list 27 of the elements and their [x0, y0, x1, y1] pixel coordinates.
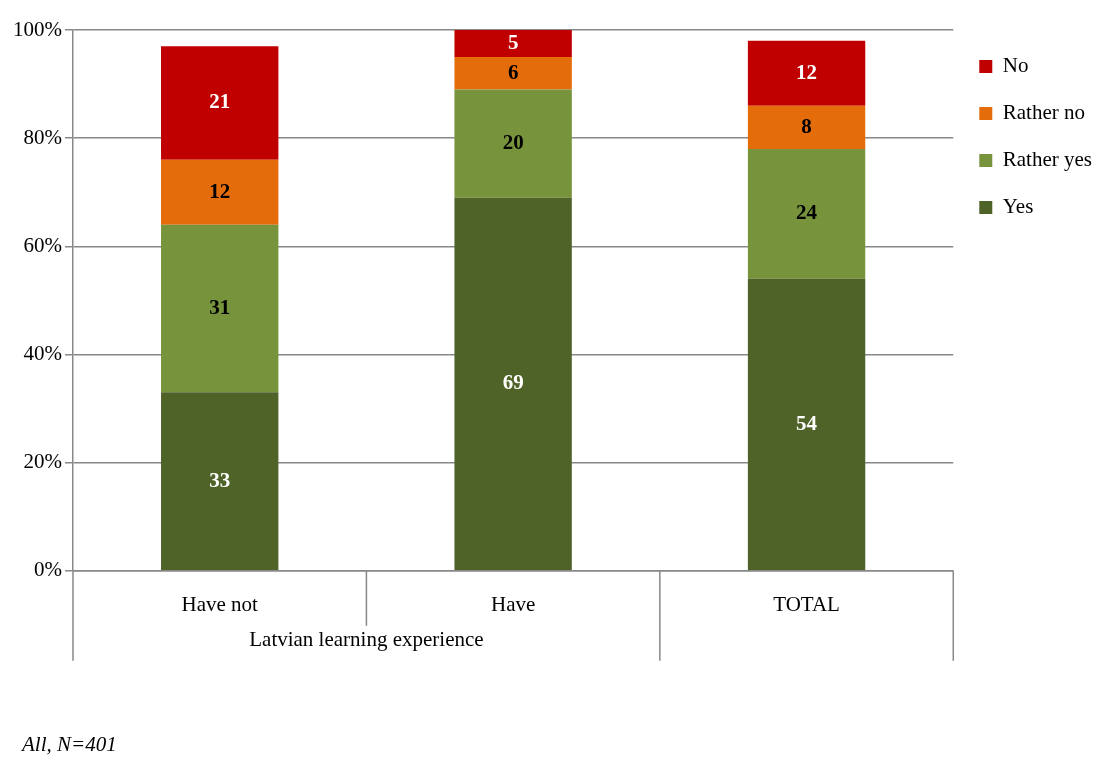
y-tick-label: 80%: [23, 124, 62, 149]
data-label: 20: [502, 129, 524, 154]
x-tick-label: Have: [490, 591, 536, 616]
x-axis-title: Latvian learning experience: [249, 627, 484, 652]
data-label: 54: [796, 410, 818, 435]
legend-label: Rather yes: [1002, 147, 1093, 172]
y-tick-label: 40%: [23, 341, 62, 365]
y-tick-label: 100%: [12, 16, 62, 41]
data-label: 5: [507, 29, 519, 54]
data-label: 21: [209, 89, 231, 114]
data-label: 31: [209, 294, 231, 319]
legend-label: No: [1002, 53, 1029, 78]
data-label: 12: [796, 59, 818, 84]
y-tick-label: 60%: [23, 232, 62, 257]
data-label: 24: [796, 200, 818, 225]
y-tick-label: 0%: [33, 557, 62, 582]
text: All, N=401: [22, 732, 117, 757]
data-label: 12: [209, 178, 231, 203]
legend-label: Rather no: [1002, 100, 1086, 125]
data-label: 69: [502, 370, 524, 395]
legend-label: Yes: [1002, 194, 1034, 219]
data-label: 6: [507, 59, 519, 84]
x-tick-label: TOTAL: [773, 591, 840, 616]
y-tick-label: 20%: [23, 449, 62, 474]
data-label: 33: [209, 467, 231, 492]
x-tick-label: Have not: [181, 591, 259, 616]
data-label: 8: [801, 113, 812, 138]
